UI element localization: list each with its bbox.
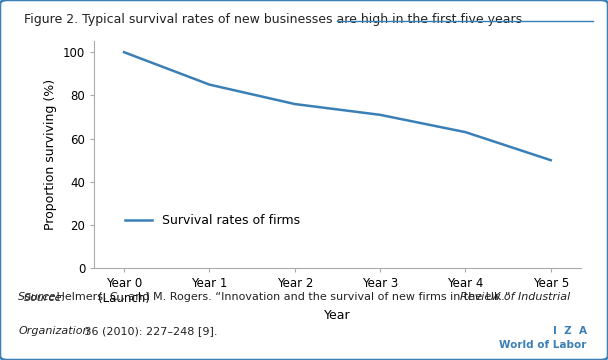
Legend: Survival rates of firms: Survival rates of firms (120, 210, 306, 233)
Text: Source:: Source: (18, 292, 60, 302)
X-axis label: Year: Year (324, 309, 351, 323)
Text: Figure 2. Typical survival rates of new businesses are high in the first five ye: Figure 2. Typical survival rates of new … (24, 13, 522, 26)
Text: Review of Industrial: Review of Industrial (460, 292, 570, 302)
Text: World of Labor: World of Labor (499, 340, 587, 350)
Text: Helmers, C., and M. Rogers. “Innovation and the survival of new firms in the UK.: Helmers, C., and M. Rogers. “Innovation … (53, 292, 514, 302)
Y-axis label: Proportion surviving (%): Proportion surviving (%) (44, 79, 57, 230)
Text: Source:: Source: (24, 293, 66, 303)
Text: Organization: Organization (18, 326, 90, 336)
Text: 36 (2010): 227–248 [9].: 36 (2010): 227–248 [9]. (81, 326, 218, 336)
Text: I  Z  A: I Z A (553, 326, 587, 336)
